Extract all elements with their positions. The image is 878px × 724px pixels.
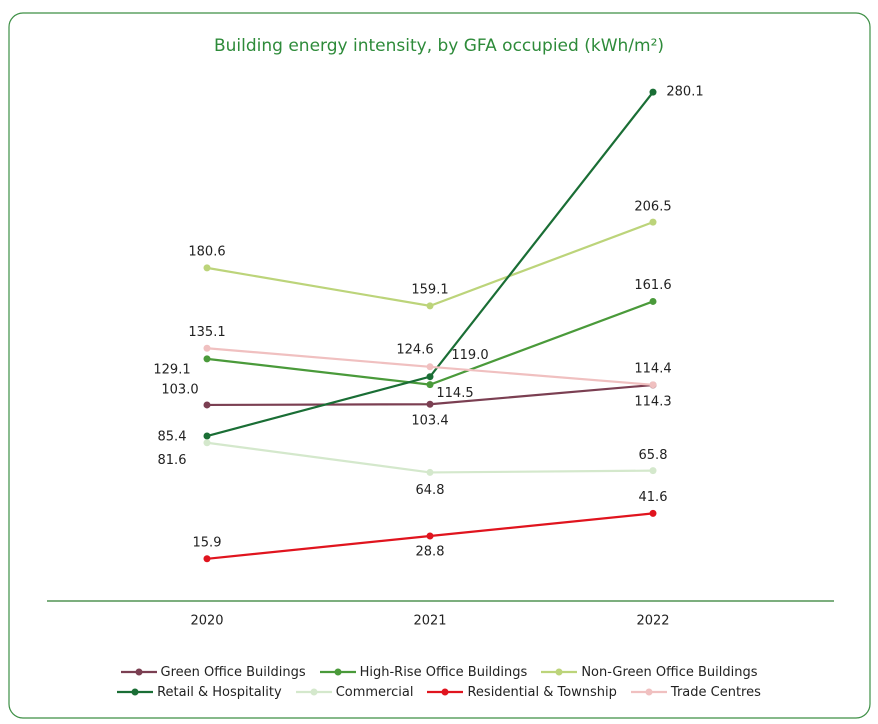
legend-item: Commercial [295,684,414,700]
legend-swatch [117,688,154,696]
data-point [426,468,434,476]
data-label: 114.5 [436,386,473,401]
legend-swatch [295,688,332,696]
data-label: 64.8 [416,483,445,498]
legend: Green Office Buildings High-Rise Office B… [0,662,878,702]
legend-row: Green Office Buildings High-Rise Office B… [0,662,878,682]
data-point [426,302,434,310]
data-label: 114.3 [634,394,671,409]
legend-swatch [427,688,464,696]
data-point [203,344,211,352]
data-label: 180.6 [188,244,225,259]
data-point [426,400,434,408]
legend-swatch [120,668,157,676]
legend-label: Non-Green Office Buildings [581,664,758,680]
data-label: 129.1 [153,362,190,377]
data-point [649,218,657,226]
frame [8,12,871,719]
x-tick-label: 2021 [413,614,446,629]
legend-item: Green Office Buildings [120,664,306,680]
data-point [426,532,434,540]
data-label: 119.0 [451,348,488,363]
legend-label: Green Office Buildings [160,664,306,680]
x-tick-label: 2022 [636,614,669,629]
data-label: 280.1 [666,85,703,100]
series-line [206,441,654,474]
data-point [203,264,211,272]
data-point [649,381,657,389]
data-label: 41.6 [639,490,668,505]
x-tick-label: 2020 [190,614,223,629]
legend-label: Commercial [335,684,414,700]
legend-swatch [630,688,667,696]
data-label: 15.9 [193,535,222,550]
data-label: 85.4 [158,430,187,445]
data-label: 65.8 [639,448,668,463]
legend-item: Retail & Hospitality [117,685,282,700]
data-point [426,373,434,381]
data-label: 28.8 [416,545,445,560]
data-label: 114.4 [634,361,671,376]
data-point [426,363,434,371]
data-label: 206.5 [634,200,671,215]
legend-swatch [541,668,578,676]
legend-item: High-Rise Office Buildings [319,664,528,680]
data-point [203,439,211,447]
data-point [203,401,211,409]
data-label: 103.0 [161,382,198,397]
data-label: 161.6 [634,278,671,293]
data-point [426,381,434,389]
data-label: 159.1 [411,282,448,297]
data-label: 103.4 [411,414,448,429]
legend-label: High-Rise Office Buildings [359,664,528,680]
legend-row: Retail & Hospitality Commercial Residentia… [0,682,878,702]
legend-label: Residential & Township [467,684,617,700]
data-point [203,432,211,440]
data-point [203,355,211,363]
data-label: 124.6 [396,342,433,357]
legend-label: Retail & Hospitality [157,684,282,700]
data-label: 135.1 [188,325,225,340]
legend-label: Trade Centres [670,684,761,700]
legend-swatch [319,668,356,676]
chart-title: Building energy intensity, by GFA occupi… [214,36,664,56]
data-label: 81.6 [158,453,187,468]
data-point [203,555,211,563]
data-point [649,509,657,517]
data-point [649,88,657,96]
legend-item: Non-Green Office Buildings [541,664,758,680]
data-point [649,297,657,305]
legend-item: Trade Centres [630,684,761,700]
legend-item: Residential & Township [427,684,617,700]
data-point [649,467,657,475]
